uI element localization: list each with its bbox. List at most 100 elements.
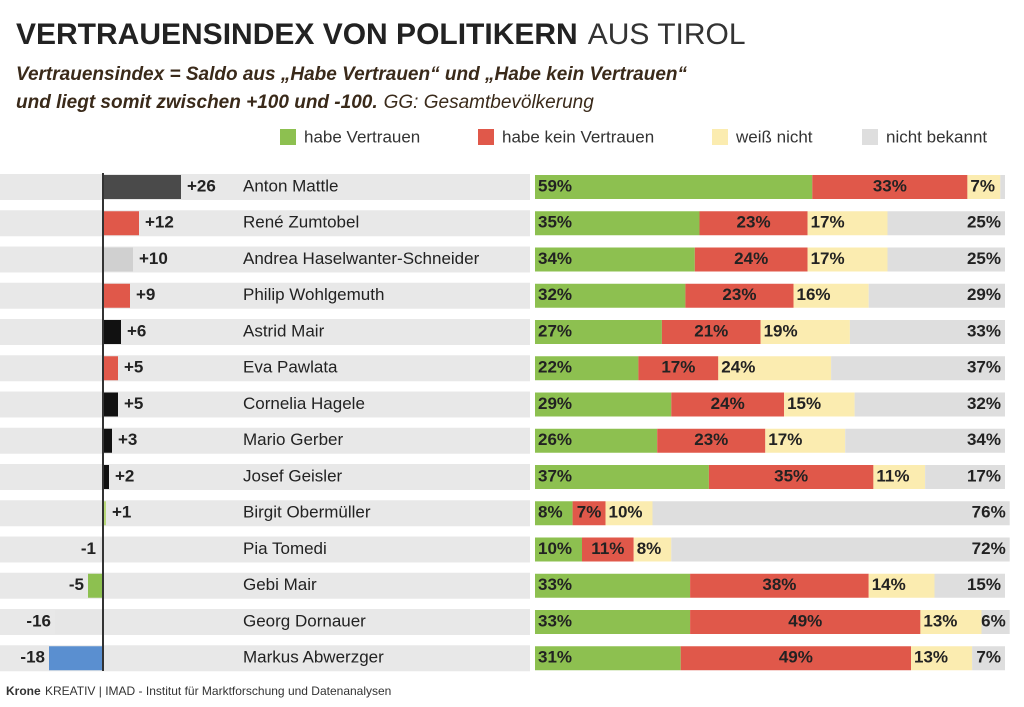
bar-segment xyxy=(535,537,582,562)
bar-segment xyxy=(690,610,921,634)
legend-label: weiß nicht xyxy=(735,127,813,146)
segment-label: 15% xyxy=(787,394,821,413)
bar-label: -5 xyxy=(69,575,84,594)
bar-segment xyxy=(972,646,1005,671)
bar-segment xyxy=(535,573,691,598)
category-label: Cornelia Hagele xyxy=(243,394,365,413)
segment-label: 17% xyxy=(811,249,845,268)
segment-label: 16% xyxy=(797,285,831,304)
row-background xyxy=(0,282,530,309)
bar-segment xyxy=(911,646,973,671)
legend-label: habe Vertrauen xyxy=(304,127,420,146)
row-background xyxy=(0,500,530,527)
segment-label: 25% xyxy=(967,249,1001,268)
bar-segment xyxy=(925,465,1005,489)
bar-segment xyxy=(784,392,855,417)
legend-swatch xyxy=(712,129,728,145)
segment-label: 29% xyxy=(967,285,1001,304)
bar-label: -16 xyxy=(26,611,51,630)
bar-label: +5 xyxy=(124,358,143,377)
segment-label: 17% xyxy=(967,466,1001,485)
bar-label: +2 xyxy=(115,466,134,485)
category-label: Markus Abwerzger xyxy=(243,648,384,667)
bar-label: +12 xyxy=(145,213,174,232)
bar-label: -1 xyxy=(81,539,96,558)
row-background xyxy=(0,246,530,273)
bar xyxy=(103,211,139,236)
bar-segment xyxy=(582,537,634,562)
segment-label: 72% xyxy=(972,539,1006,558)
bar-label: +3 xyxy=(118,430,137,449)
category-label: Anton Mattle xyxy=(243,176,338,195)
bar-segment xyxy=(765,428,846,453)
bar-segment xyxy=(934,573,1005,598)
bar xyxy=(103,320,121,344)
segment-label: 13% xyxy=(914,648,948,667)
bar-segment xyxy=(694,247,808,272)
bar-segment xyxy=(708,465,874,489)
segment-label: 14% xyxy=(872,575,906,594)
category-label: René Zumtobel xyxy=(243,213,359,232)
segment-label: 34% xyxy=(967,430,1001,449)
bar-segment xyxy=(849,320,1005,344)
category-label: Mario Gerber xyxy=(243,430,343,449)
category-label: Georg Dornauer xyxy=(243,611,366,630)
category-label: Gebi Mair xyxy=(243,575,317,594)
segment-label: 38% xyxy=(762,575,796,594)
bar-label: +9 xyxy=(136,285,155,304)
segment-label: 37% xyxy=(967,358,1001,377)
segment-label: 34% xyxy=(538,249,572,268)
bar-label: +26 xyxy=(187,176,216,195)
segment-label: 23% xyxy=(694,430,728,449)
bar-segment xyxy=(793,283,869,308)
segment-label: 33% xyxy=(967,321,1001,340)
segment-label: 8% xyxy=(637,539,662,558)
bar-segment xyxy=(981,610,1010,634)
subtitle-note: GG: Gesamtbevölkerung xyxy=(384,92,595,113)
bar-segment xyxy=(690,573,869,598)
bar-segment xyxy=(671,537,1010,562)
category-label: Eva Pawlata xyxy=(243,358,338,377)
category-label: Pia Tomedi xyxy=(243,539,327,558)
segment-label: 24% xyxy=(734,249,768,268)
bar-segment xyxy=(873,465,926,489)
subtitle: Vertrauensindex = Saldo aus „Habe Vertra… xyxy=(16,64,688,85)
segment-label: 25% xyxy=(967,213,1001,232)
subtitle: und liegt somit zwischen +100 und -100. xyxy=(16,92,378,113)
bar xyxy=(103,428,112,453)
bar xyxy=(49,646,103,671)
category-label: Birgit Obermüller xyxy=(243,503,371,522)
row-background xyxy=(0,355,530,382)
legend-swatch xyxy=(478,129,494,145)
bar-segment xyxy=(845,428,1005,453)
bar-segment xyxy=(535,501,573,526)
bar-segment xyxy=(920,610,982,634)
bar-segment xyxy=(685,283,794,308)
segment-label: 8% xyxy=(538,503,563,522)
segment-label: 10% xyxy=(609,503,643,522)
bar-segment xyxy=(652,501,1010,526)
bar-segment xyxy=(1000,175,1005,199)
bar xyxy=(103,283,130,308)
bar-label: -18 xyxy=(20,648,45,667)
bar-label: +5 xyxy=(124,394,143,413)
bar-segment xyxy=(661,320,761,344)
segment-label: 6% xyxy=(981,611,1006,630)
bar-segment xyxy=(535,247,695,272)
bar-segment xyxy=(638,356,719,381)
category-label: Andrea Haselwanter-Schneider xyxy=(243,249,480,268)
category-label: Astrid Mair xyxy=(243,321,325,340)
bar-segment xyxy=(535,211,700,236)
bar-segment xyxy=(535,646,681,671)
bar-segment xyxy=(699,211,808,236)
category-label: Josef Geisler xyxy=(243,466,343,485)
legend-label: habe kein Vertrauen xyxy=(502,127,654,146)
row-background xyxy=(0,174,530,200)
bar-segment xyxy=(535,610,691,634)
segment-label: 49% xyxy=(788,611,822,630)
bar-segment xyxy=(680,646,911,671)
bar-segment xyxy=(868,573,935,598)
segment-label: 13% xyxy=(923,611,957,630)
segment-label: 32% xyxy=(538,285,572,304)
bar-segment xyxy=(967,175,1001,199)
